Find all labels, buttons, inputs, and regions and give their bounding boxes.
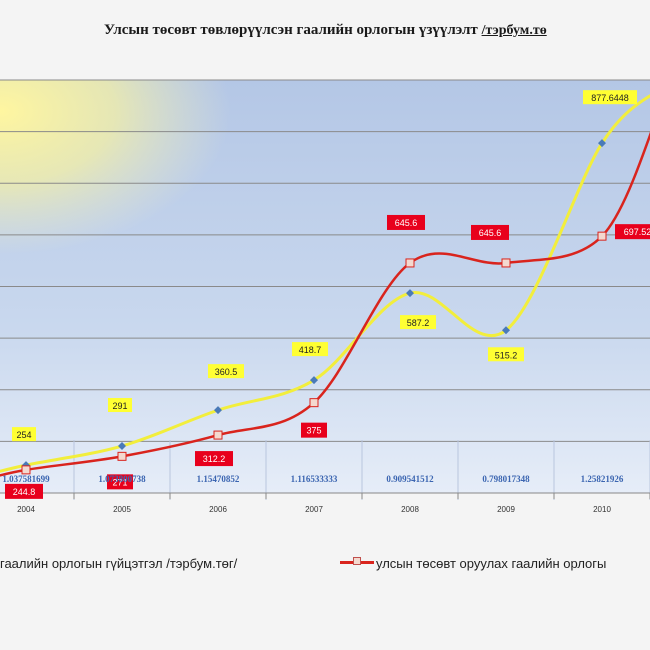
actual-data-label-bg	[5, 483, 43, 499]
plan-data-label: 877.6448	[591, 93, 629, 103]
plot-glow	[0, 80, 420, 340]
actual-point	[597, 231, 607, 241]
actual-point	[309, 398, 319, 408]
series-line-plan	[0, 94, 650, 473]
chart-title-main: Улсын төсөвт төвлөрүүлсэн гаалийн орлогы…	[104, 22, 478, 38]
actual-data-label-bg	[387, 214, 425, 230]
x-tick-label: 2008	[401, 505, 419, 514]
plan-point	[118, 442, 126, 451]
ratio-value: 1.073800738	[98, 474, 146, 484]
actual-point	[213, 430, 223, 440]
x-tick-label: 2010	[593, 505, 611, 514]
legend-marker-actual	[353, 557, 361, 565]
x-tick-label: 2007	[305, 505, 323, 514]
x-tick-label: 2009	[497, 505, 515, 514]
plan-data-label-bg	[583, 90, 637, 105]
actual-data-label: 697.529	[624, 227, 650, 237]
actual-point	[501, 258, 511, 268]
series-line-actual	[0, 131, 650, 477]
plan-point	[502, 326, 510, 335]
actual-data-label-bg	[195, 451, 233, 467]
plan-data-label: 418.7	[299, 345, 322, 355]
legend-label-actual: улсын төсөвт оруулах гаалийн орлогы	[376, 556, 607, 571]
actual-point	[117, 451, 127, 461]
plan-data-label-bg	[108, 398, 132, 413]
actual-data-label-bg	[615, 224, 650, 240]
plan-data-label-bg	[292, 342, 328, 357]
actual-data-label: 271	[112, 477, 127, 487]
x-tick-label: 2005	[113, 505, 131, 514]
plan-data-label: 360.5	[215, 367, 238, 377]
plan-point	[310, 376, 318, 385]
ratio-value: 1.037581699	[2, 474, 50, 484]
ratio-value: 1.25821926	[581, 474, 624, 484]
actual-data-label: 645.6	[479, 228, 502, 238]
plan-data-label-bg	[400, 315, 436, 330]
plan-point	[214, 406, 222, 415]
gridlines	[0, 79, 650, 500]
ratio-value: 1.116533333	[291, 474, 338, 484]
actual-data-label: 244.8	[13, 487, 36, 497]
actual-data-label: 375	[306, 426, 321, 436]
actual-data-label: 312.2	[203, 454, 226, 464]
ratio-value: 0.909541512	[386, 474, 434, 484]
series-layer	[0, 94, 650, 477]
chart-title-unit: /тэрбум.тө	[481, 23, 547, 38]
legend-label-plan: гаалийн орлогын гүйцэтгэл /тэрбум.төг/	[0, 556, 238, 571]
plan-data-label-bg	[12, 427, 36, 442]
plan-data-label: 291	[112, 401, 127, 411]
actual-point	[405, 258, 415, 268]
actual-data-label-bg	[471, 224, 509, 240]
plan-data-label-bg	[208, 364, 244, 379]
actual-point	[21, 465, 31, 475]
actual-data-label-bg	[301, 422, 327, 438]
data-labels: 254 291 360.5 418.7 587.2 515.2 877.6448 244.8 2…	[5, 90, 650, 499]
plan-data-label: 587.2	[407, 318, 430, 328]
plan-data-label-bg	[488, 347, 524, 362]
plan-point	[598, 139, 606, 148]
ratio-row: 1.037581699 1.073800738 1.15470852 1.116533…	[2, 474, 624, 484]
legend: гаалийн орлогын гүйцэтгэл /тэрбум.төг/ у…	[0, 553, 650, 577]
actual-data-label-bg	[107, 474, 133, 490]
x-tick-label: 2004	[17, 505, 35, 514]
x-axis: 2004 2005 2006 2007 2008 2009 2010	[0, 492, 650, 514]
actual-data-label: 645.6	[395, 218, 418, 228]
plan-data-label: 515.2	[495, 350, 518, 360]
ratio-value: 1.15470852	[197, 474, 240, 484]
line-chart: 2004 2005 2006 2007 2008 2009 2010 254 291 360.5…	[0, 79, 650, 514]
plan-data-label: 254	[16, 430, 31, 440]
plan-point	[406, 289, 414, 298]
chart-title: Улсын төсөвт төвлөрүүлсэн гаалийн орлогы…	[104, 22, 650, 39]
ratio-value: 0.798017348	[482, 474, 530, 484]
x-tick-label: 2006	[209, 505, 227, 514]
